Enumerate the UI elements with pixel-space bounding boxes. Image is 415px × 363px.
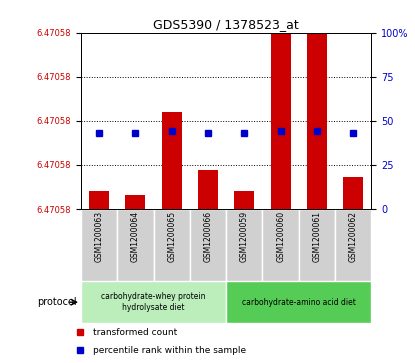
Text: GSM1200059: GSM1200059: [240, 211, 249, 262]
Text: GSM1200066: GSM1200066: [203, 211, 212, 262]
Text: carbohydrate-amino acid diet: carbohydrate-amino acid diet: [242, 298, 356, 307]
Bar: [162, 112, 182, 209]
Bar: [81, 209, 117, 281]
Bar: [81, 281, 226, 323]
Bar: [263, 209, 299, 281]
Text: carbohydrate-whey protein
hydrolysate diet: carbohydrate-whey protein hydrolysate di…: [101, 293, 206, 312]
Bar: [299, 209, 335, 281]
Text: GSM1200062: GSM1200062: [349, 211, 358, 262]
Text: GSM1200063: GSM1200063: [95, 211, 104, 262]
Bar: [226, 209, 263, 281]
Bar: [234, 191, 254, 209]
Bar: [154, 209, 190, 281]
Text: protocol: protocol: [37, 297, 77, 307]
Bar: [226, 281, 371, 323]
Title: GDS5390 / 1378523_at: GDS5390 / 1378523_at: [153, 19, 299, 32]
Bar: [190, 209, 226, 281]
Text: GSM1200064: GSM1200064: [131, 211, 140, 262]
Text: GSM1200065: GSM1200065: [167, 211, 176, 262]
Bar: [125, 195, 145, 209]
Text: transformed count: transformed count: [93, 328, 178, 337]
Bar: [307, 33, 327, 209]
Bar: [335, 209, 371, 281]
Bar: [117, 209, 154, 281]
Text: percentile rank within the sample: percentile rank within the sample: [93, 346, 247, 355]
Bar: [89, 191, 109, 209]
Bar: [271, 33, 290, 209]
Text: GSM1200060: GSM1200060: [276, 211, 285, 262]
Text: GSM1200061: GSM1200061: [312, 211, 322, 262]
Bar: [343, 178, 363, 209]
Bar: [198, 170, 218, 209]
